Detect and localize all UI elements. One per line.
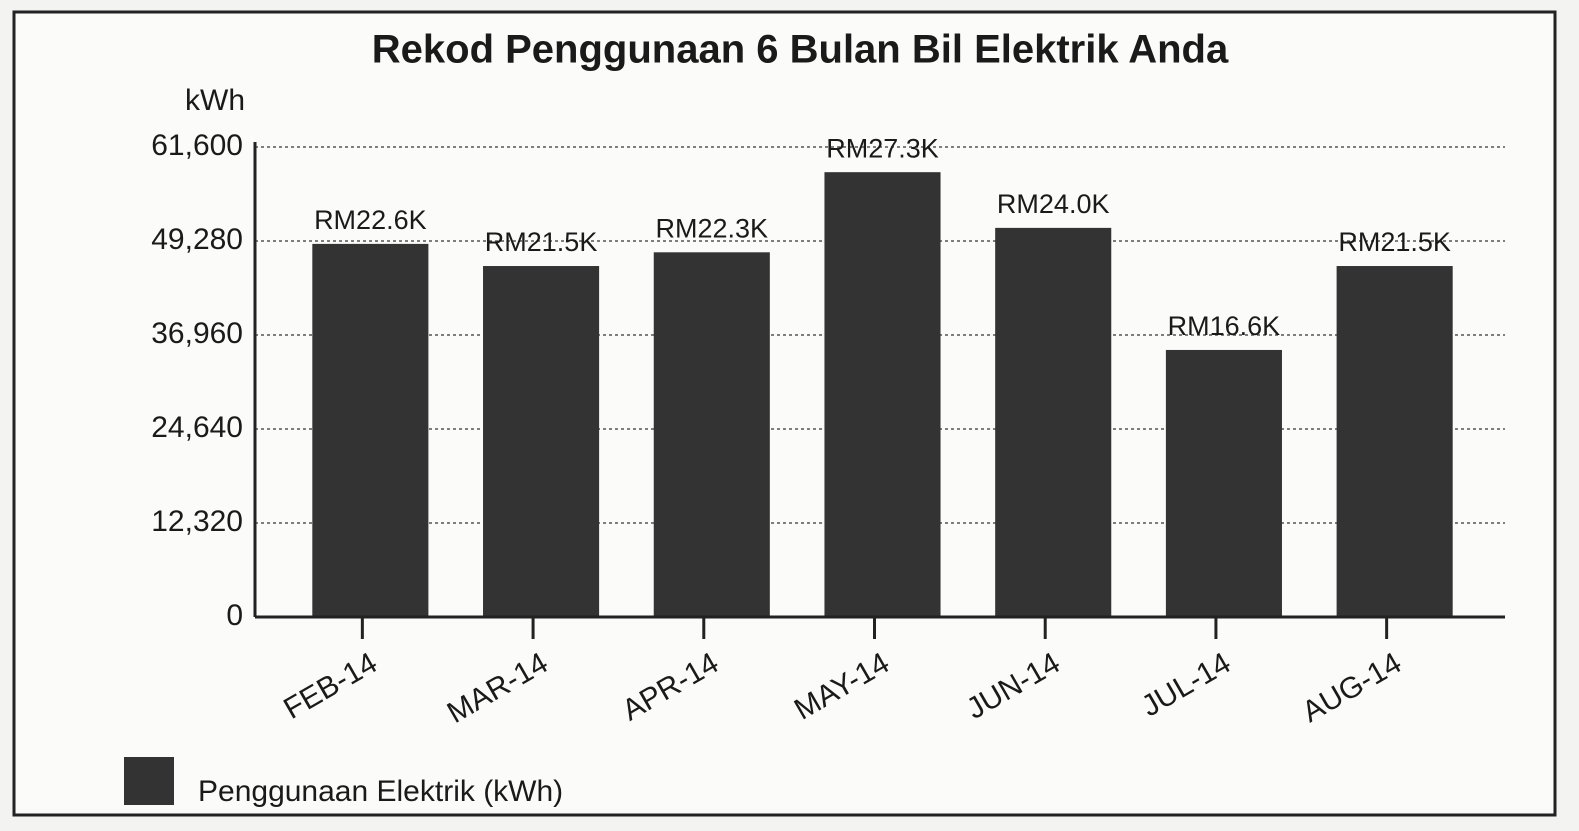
- legend-swatch: [124, 757, 174, 805]
- bar: [653, 252, 770, 617]
- y-tick-label: 61,600: [151, 129, 243, 162]
- bar-annotation: RM22.6K: [314, 205, 427, 235]
- bar: [1336, 266, 1453, 617]
- y-tick-label: 0: [226, 599, 243, 632]
- bar-annotation: RM22.3K: [656, 213, 769, 243]
- bar: [824, 172, 941, 617]
- bar: [483, 266, 600, 617]
- bar-annotation: RM16.6K: [1168, 311, 1281, 341]
- bar: [995, 227, 1112, 617]
- chart-frame: [12, 10, 1557, 817]
- bar-annotation: RM27.3K: [826, 133, 939, 163]
- bar: [312, 243, 429, 617]
- y-tick-label: 49,280: [151, 223, 243, 256]
- y-tick-label: 36,960: [151, 317, 243, 350]
- bar-annotation: RM21.5K: [1338, 227, 1451, 257]
- bar-annotation: RM24.0K: [997, 189, 1110, 219]
- bar: [1165, 349, 1282, 617]
- y-tick-label: 12,320: [151, 505, 243, 538]
- chart-title: Rekod Penggunaan 6 Bulan Bil Elektrik An…: [372, 28, 1229, 72]
- y-tick-label: 24,640: [151, 411, 243, 444]
- bar-annotation: RM21.5K: [485, 227, 598, 257]
- y-axis-label: kWh: [185, 84, 245, 117]
- legend-label: Penggunaan Elektrik (kWh): [198, 775, 563, 808]
